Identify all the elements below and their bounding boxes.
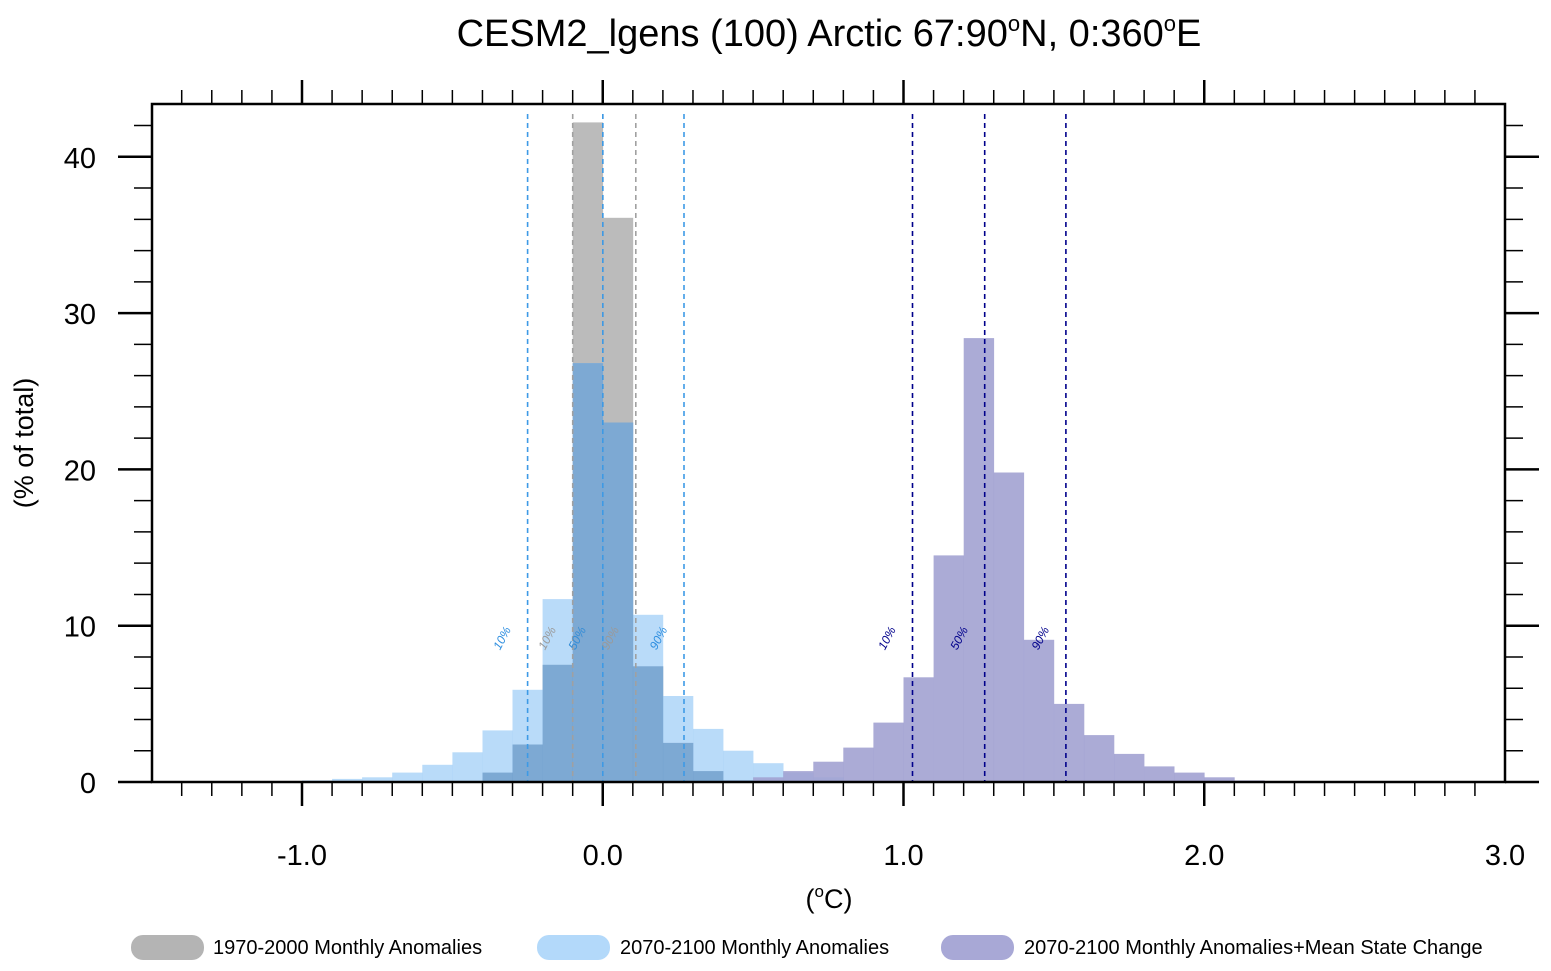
bar-overlap-3 bbox=[572, 363, 604, 782]
legend-label-2070-2100: 2070-2100 Monthly Anomalies bbox=[620, 937, 889, 959]
legend-swatch-1970-2000 bbox=[131, 935, 204, 960]
bar-overlap-2 bbox=[542, 664, 573, 782]
percentile-label-s1-p10: 10% bbox=[490, 624, 514, 652]
bar-s1-14 bbox=[723, 750, 754, 782]
y-tick-label: 0 bbox=[80, 768, 96, 800]
bar-s2-2 bbox=[783, 771, 814, 782]
plot-frame bbox=[150, 102, 1507, 784]
histogram-bars bbox=[302, 122, 1265, 783]
bar-s2-12 bbox=[1083, 735, 1115, 782]
y-tick-label: 10 bbox=[64, 612, 96, 644]
bar-s2-5 bbox=[873, 722, 904, 782]
bar-s2-3 bbox=[813, 761, 844, 782]
legend: 1970-2000 Monthly Anomalies 2070-2100 Mo… bbox=[131, 935, 1483, 960]
x-tick-labels: -1.0 0.0 1.0 2.0 3.0 bbox=[277, 840, 1525, 872]
legend-swatch-2070-2100 bbox=[537, 935, 610, 960]
bar-s2-4 bbox=[843, 747, 874, 782]
bar-s2-7 bbox=[933, 555, 964, 782]
legend-label-1970-2000: 1970-2000 Monthly Anomalies bbox=[213, 937, 482, 959]
legend-swatch-2070-2100-mean-change bbox=[941, 935, 1014, 960]
bar-overlap-0 bbox=[482, 772, 513, 782]
bar-overlap-6 bbox=[662, 742, 694, 782]
x-axis-label: (oC) bbox=[806, 882, 853, 914]
bar-s2-10 bbox=[1023, 639, 1055, 782]
bar-s2-14 bbox=[1144, 766, 1175, 782]
percentile-label-s2-p10: 10% bbox=[875, 624, 899, 652]
bar-s1-3 bbox=[392, 772, 423, 782]
bar-s1-1 bbox=[332, 778, 363, 782]
x-tick-label: -1.0 bbox=[277, 840, 327, 872]
percentile-lines bbox=[526, 114, 1067, 782]
y-tick-labels: 0 10 20 30 40 bbox=[64, 143, 96, 800]
y-axis-label: (% of total) bbox=[9, 378, 39, 509]
chart-title: CESM2_lgens (100) Arctic 67:90oN, 0:360o… bbox=[457, 11, 1202, 55]
bar-s2-13 bbox=[1114, 753, 1145, 782]
bar-s1-4 bbox=[422, 764, 453, 782]
bar-s2-1 bbox=[753, 777, 784, 782]
bar-s2-8 bbox=[963, 338, 995, 782]
axis-ticks bbox=[118, 80, 1539, 806]
bar-s2-11 bbox=[1053, 703, 1085, 782]
legend-label-2070-2100-mean-change: 2070-2100 Monthly Anomalies+Mean State C… bbox=[1024, 937, 1483, 959]
bar-s1-2 bbox=[362, 777, 393, 782]
bar-s2-6 bbox=[903, 677, 934, 782]
bar-s2-16 bbox=[1204, 777, 1235, 782]
x-tick-label: 2.0 bbox=[1184, 840, 1224, 872]
bar-overlap-5 bbox=[632, 666, 664, 782]
x-tick-label: 1.0 bbox=[883, 840, 923, 872]
x-tick-label: 0.0 bbox=[583, 840, 623, 872]
y-tick-label: 40 bbox=[64, 143, 96, 175]
bar-s2-15 bbox=[1174, 772, 1205, 782]
y-tick-label: 20 bbox=[64, 455, 96, 487]
x-tick-label: 3.0 bbox=[1485, 840, 1525, 872]
bar-s2-9 bbox=[993, 472, 1025, 782]
bar-overlap-7 bbox=[693, 771, 724, 782]
bar-overlap-4 bbox=[602, 422, 634, 782]
bar-s1-5 bbox=[452, 752, 483, 782]
y-tick-label: 30 bbox=[64, 299, 96, 331]
